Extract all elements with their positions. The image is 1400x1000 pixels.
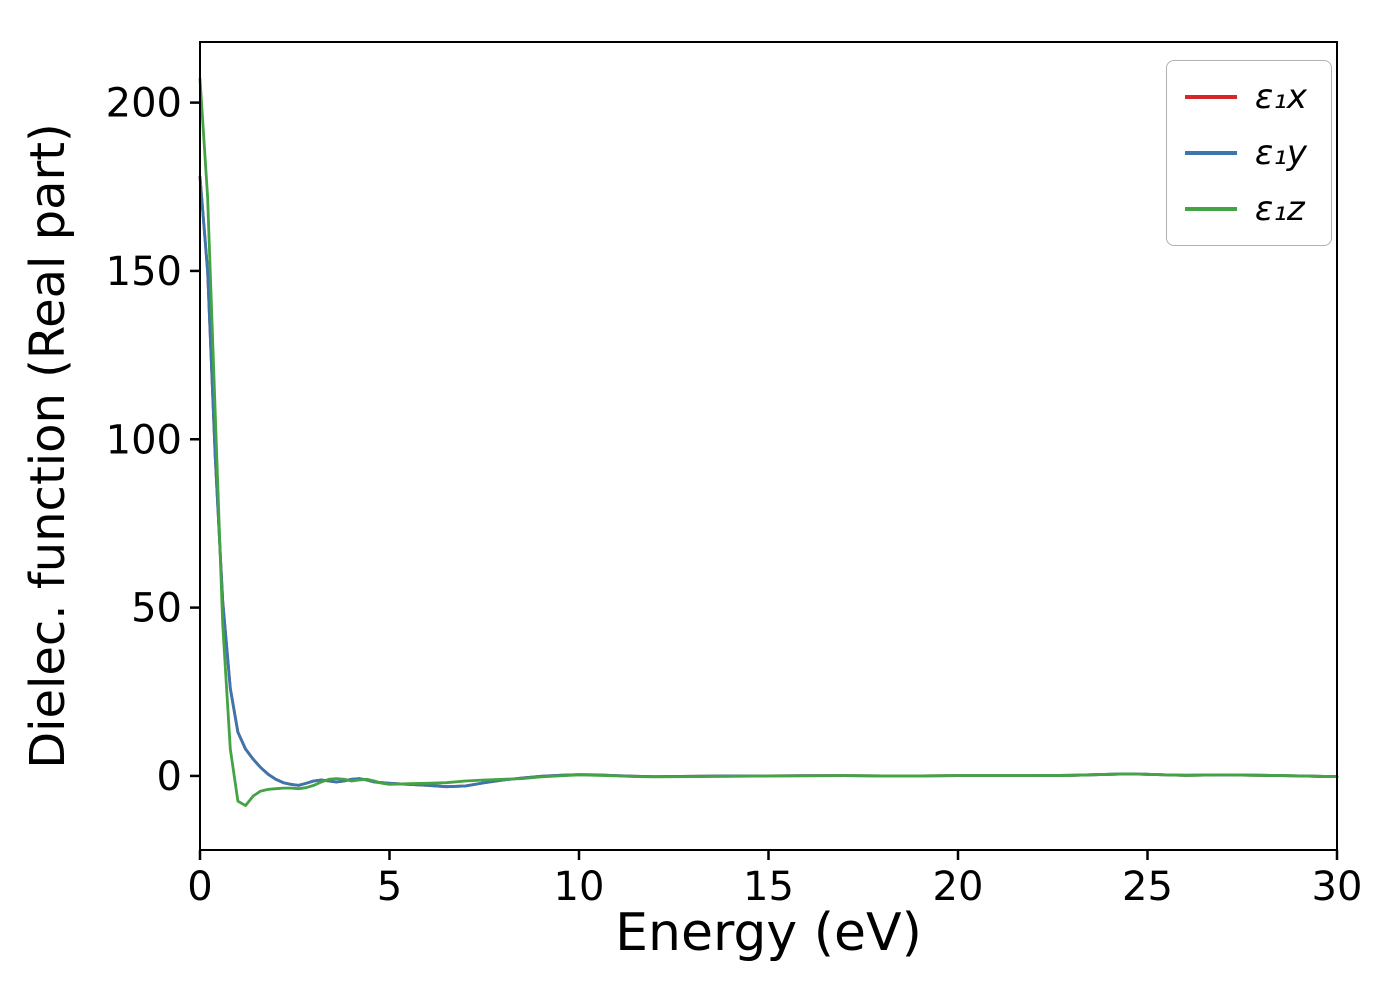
legend-item-e1y: ε₁y bbox=[1184, 133, 1307, 173]
y-tick-label: 200 bbox=[106, 81, 182, 127]
legend-item-e1z: ε₁z bbox=[1184, 189, 1307, 229]
y-tick-label: 0 bbox=[157, 754, 182, 800]
x-tick-label: 30 bbox=[1312, 864, 1363, 910]
x-tick-label: 5 bbox=[377, 864, 402, 910]
x-tick-label: 15 bbox=[743, 864, 794, 910]
x-tick-label: 25 bbox=[1122, 864, 1173, 910]
y-tick-label: 50 bbox=[131, 586, 182, 632]
series-line bbox=[198, 77, 1339, 807]
series-line bbox=[198, 175, 1339, 789]
legend-label-e1y: ε₁y bbox=[1254, 133, 1307, 173]
x-tick-label: 20 bbox=[933, 864, 984, 910]
legend: ε₁x ε₁y ε₁z bbox=[1165, 60, 1332, 246]
legend-label-e1x: ε₁x bbox=[1254, 77, 1307, 117]
series-line bbox=[198, 175, 1339, 789]
y-tick-label: 100 bbox=[106, 417, 182, 463]
y-axis-label: Dielec. function (Real part) bbox=[20, 123, 76, 769]
y-tick-label: 150 bbox=[106, 249, 182, 295]
x-tick-label: 0 bbox=[187, 864, 212, 910]
legend-line-e1x-icon bbox=[1184, 95, 1237, 99]
legend-line-e1z-icon bbox=[1184, 207, 1237, 211]
legend-line-e1y-icon bbox=[1184, 151, 1237, 155]
legend-label-e1z: ε₁z bbox=[1254, 189, 1305, 229]
axes-frame bbox=[199, 41, 1338, 851]
x-axis-label: Energy (eV) bbox=[615, 903, 922, 963]
x-tick-label: 10 bbox=[554, 864, 605, 910]
legend-item-e1x: ε₁x bbox=[1184, 77, 1307, 117]
